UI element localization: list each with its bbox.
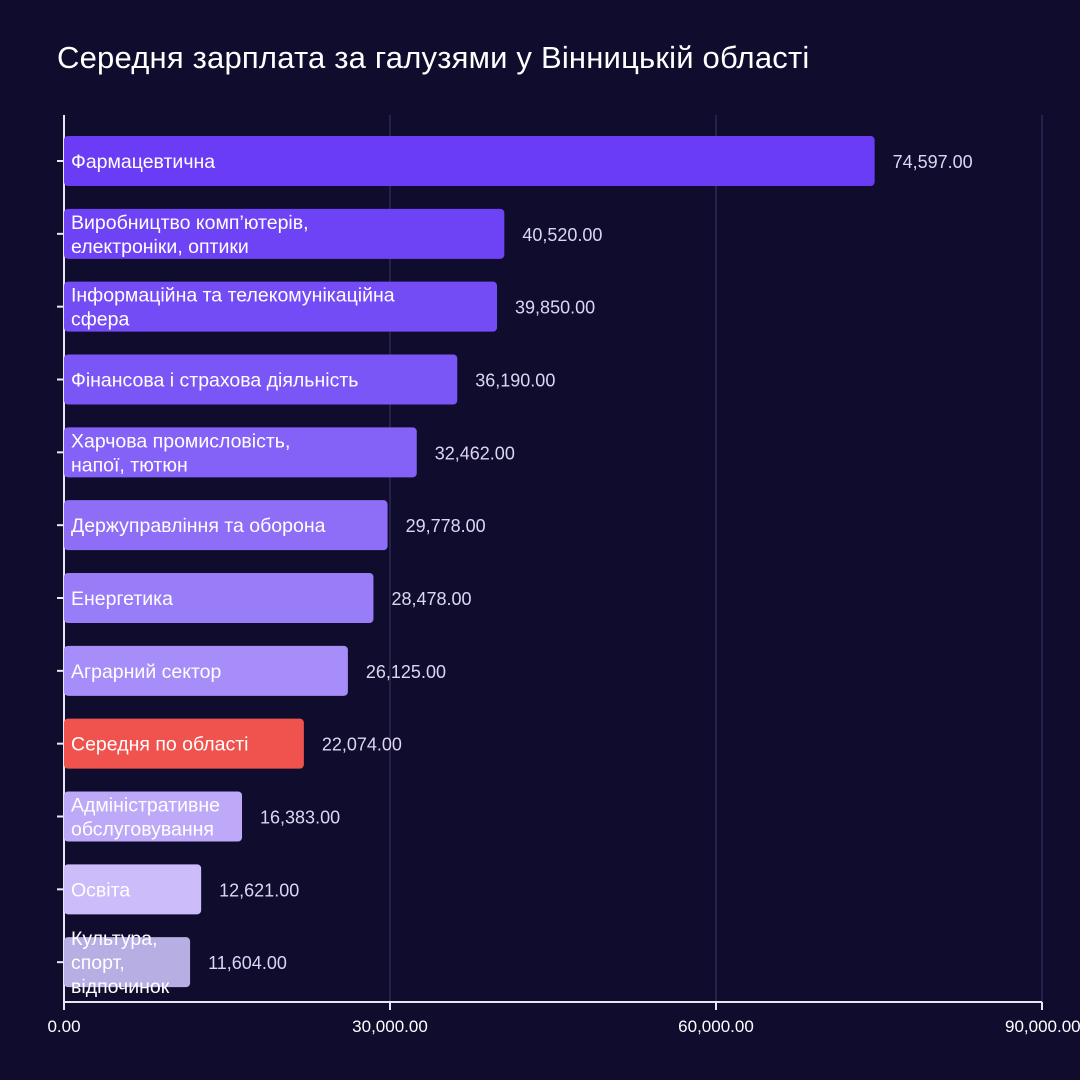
- bar-category-label: Середня по області: [71, 734, 249, 756]
- bar-value-label: 32,462.00: [435, 443, 515, 463]
- bar-value-label: 12,621.00: [219, 880, 299, 900]
- bar-category-label: Аграрний сектор: [71, 661, 222, 683]
- bar[interactable]: [64, 573, 374, 623]
- x-tick-label: 0.00: [47, 1017, 80, 1036]
- bar-value-label: 16,383.00: [260, 808, 340, 828]
- bar-category-label: спорт,: [71, 952, 125, 974]
- bar-category-label: сфера: [71, 309, 129, 331]
- bar[interactable]: [64, 281, 498, 332]
- bar-value-label: 39,850.00: [515, 298, 595, 318]
- bar-category-label: Фінансова і страхова діяльність: [71, 370, 358, 392]
- bar-value-label: 26,125.00: [366, 662, 446, 682]
- bar-category-label: Інформаційна та телекомунікаційна: [71, 285, 395, 307]
- bar[interactable]: [64, 136, 875, 186]
- bar-value-label: 22,074.00: [322, 735, 402, 755]
- bar-category-label: Держуправління та оборона: [71, 515, 326, 537]
- bar-category-label: Адміністративне: [71, 795, 220, 817]
- bar-category-label: Фармацевтична: [71, 151, 215, 173]
- bar-value-label: 74,597.00: [893, 152, 973, 172]
- bar-category-label: відпочинок: [71, 976, 170, 998]
- bar-category-label: Культура,: [71, 928, 157, 950]
- bar-value-label: 36,190.00: [475, 371, 555, 391]
- bar[interactable]: [64, 500, 388, 551]
- bar-value-label: 40,520.00: [522, 225, 602, 245]
- bar-category-label: Освіта: [71, 879, 130, 901]
- bar[interactable]: [64, 354, 458, 405]
- bar-value-label: 28,478.00: [391, 589, 471, 609]
- bar-category-label: Харчова промисловість,: [71, 430, 290, 452]
- bar-category-label: напої, тютюн: [71, 454, 188, 476]
- bar[interactable]: [64, 645, 348, 696]
- bar[interactable]: [64, 208, 505, 259]
- bar-value-label: 29,778.00: [406, 516, 486, 536]
- x-tick-label: 90,000.00: [1005, 1017, 1080, 1036]
- bar[interactable]: [64, 791, 243, 842]
- bar[interactable]: [64, 864, 202, 915]
- bar-value-label: 11,604.00: [208, 953, 287, 973]
- bar[interactable]: [64, 718, 304, 769]
- bar[interactable]: [64, 937, 191, 988]
- x-tick-label: 30,000.00: [352, 1017, 428, 1036]
- bar[interactable]: [64, 427, 417, 478]
- chart-title: Середня зарплата за галузями у Вінницькі…: [57, 40, 810, 75]
- bar-category-label: електроніки, оптики: [71, 236, 249, 258]
- bar-category-label: Виробництво комп’ютерів,: [71, 212, 309, 234]
- bar-category-label: обслуговування: [71, 819, 214, 841]
- x-tick-label: 60,000.00: [678, 1017, 754, 1036]
- bar-category-label: Енергетика: [71, 588, 173, 610]
